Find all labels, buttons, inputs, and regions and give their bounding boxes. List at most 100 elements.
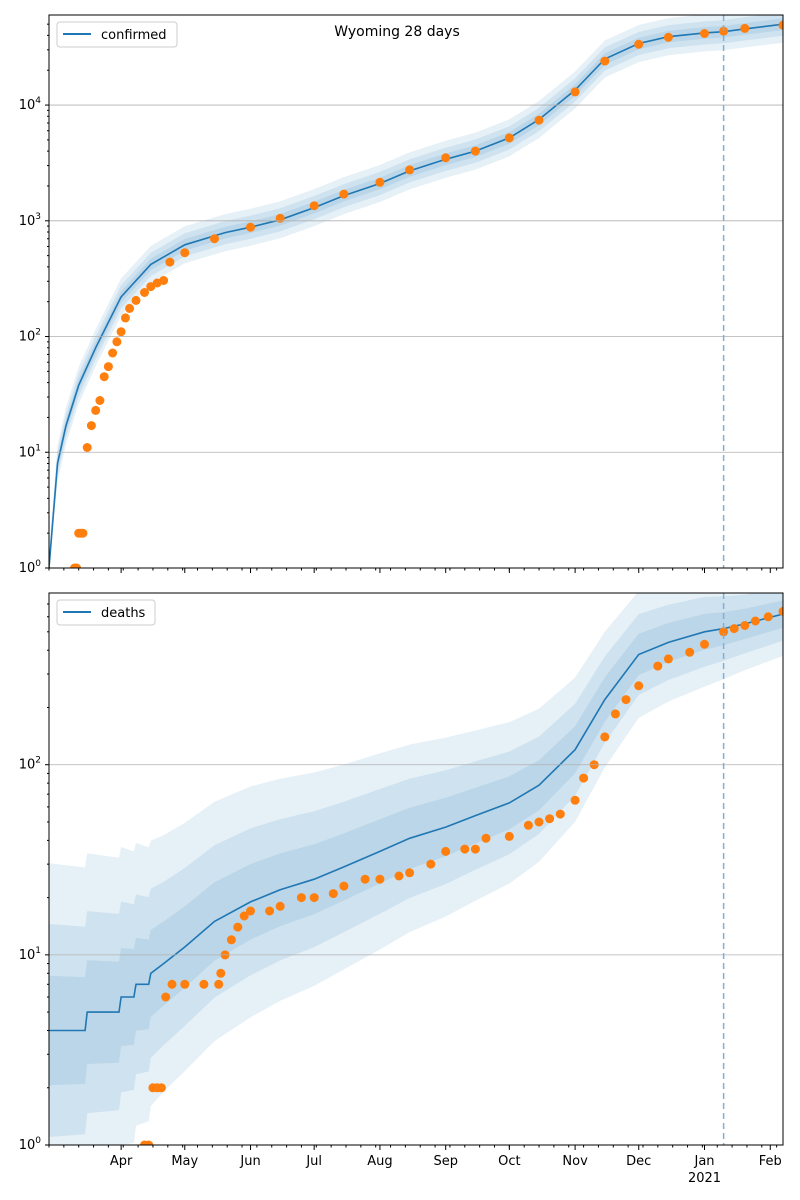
uncertainty-band bbox=[49, 593, 783, 1137]
observed-point bbox=[375, 874, 385, 884]
observed-point bbox=[360, 874, 370, 884]
plot-area bbox=[49, 593, 783, 1145]
observed-point bbox=[99, 372, 109, 382]
observed-point bbox=[634, 39, 644, 49]
legend: confirmed bbox=[56, 21, 178, 48]
observed-point bbox=[663, 654, 673, 664]
observed-point bbox=[460, 844, 470, 854]
observed-point bbox=[131, 295, 141, 305]
observed-point bbox=[165, 257, 175, 267]
uncertainty-band bbox=[49, 593, 783, 1145]
observed-point bbox=[309, 893, 319, 903]
observed-point bbox=[570, 795, 580, 805]
x-tick-label: Oct bbox=[498, 1154, 520, 1169]
observed-point bbox=[167, 979, 177, 989]
uncertainty-band bbox=[49, 600, 783, 1086]
y-tick-label: 102 bbox=[19, 756, 41, 773]
observed-point bbox=[116, 327, 126, 337]
observed-point bbox=[375, 177, 385, 187]
y-tick-label: 100 bbox=[19, 559, 42, 576]
observed-point bbox=[394, 871, 404, 881]
observed-point bbox=[328, 889, 338, 899]
observed-point bbox=[719, 26, 729, 36]
observed-point bbox=[309, 201, 319, 211]
observed-point bbox=[265, 906, 275, 916]
observed-point bbox=[405, 165, 415, 175]
y-tick-label: 104 bbox=[19, 96, 42, 113]
x-tick-label: Nov bbox=[562, 1154, 588, 1169]
y-tick-label: 103 bbox=[19, 212, 41, 229]
observed-point bbox=[555, 809, 565, 819]
observed-point bbox=[534, 817, 544, 827]
observed-point bbox=[210, 234, 219, 244]
observed-point bbox=[156, 1083, 166, 1093]
observed-point bbox=[481, 833, 491, 843]
observed-point bbox=[144, 1140, 154, 1145]
observed-point bbox=[778, 606, 783, 616]
observed-point bbox=[233, 922, 243, 932]
chart-title: Wyoming 28 days bbox=[334, 24, 460, 40]
observed-point bbox=[470, 844, 480, 854]
observed-point bbox=[729, 624, 739, 634]
observed-point bbox=[545, 814, 555, 824]
observed-point bbox=[600, 732, 610, 742]
observed-point bbox=[700, 29, 709, 38]
observed-point bbox=[685, 647, 695, 657]
observed-point bbox=[523, 820, 533, 830]
x-axis-labels: Apr May Jun Jul Aug Sep Oct Nov Dec Jan Feb 2021 bbox=[110, 1154, 782, 1186]
legend-box bbox=[56, 21, 178, 48]
observed-point bbox=[246, 906, 255, 916]
observed-point bbox=[405, 868, 415, 878]
observed-point bbox=[78, 528, 88, 538]
x-tick-label: Jan bbox=[693, 1154, 714, 1169]
observed-point bbox=[82, 443, 92, 452]
x-tick-label: Aug bbox=[367, 1154, 392, 1169]
x-year-label: 2021 bbox=[688, 1171, 721, 1186]
observed-point bbox=[740, 621, 750, 630]
observed-point bbox=[216, 968, 226, 978]
observed-point bbox=[125, 303, 135, 313]
observed-point bbox=[504, 831, 514, 841]
observed-point bbox=[180, 248, 190, 258]
observed-point bbox=[112, 337, 122, 347]
legend-label: deaths bbox=[101, 606, 146, 621]
observed-point bbox=[108, 348, 118, 358]
observed-point bbox=[86, 421, 96, 431]
observed-point bbox=[339, 189, 349, 199]
observed-point bbox=[120, 313, 130, 323]
x-tick-label: May bbox=[171, 1154, 198, 1169]
observed-point bbox=[226, 935, 236, 945]
observed-point bbox=[750, 616, 760, 626]
observed-point bbox=[91, 405, 101, 415]
confirmed-panel: Wyoming 28 days 100 101 102 103 104 confirmed bbox=[19, 14, 784, 576]
observed-point bbox=[740, 23, 750, 33]
observed-point bbox=[579, 773, 589, 783]
observed-point bbox=[600, 56, 610, 66]
observed-point bbox=[719, 627, 729, 637]
legend-label: confirmed bbox=[101, 28, 167, 43]
x-tick-label: Sep bbox=[433, 1154, 458, 1169]
observed-point bbox=[534, 115, 544, 125]
observed-point bbox=[504, 133, 514, 143]
observed-point bbox=[470, 146, 480, 156]
observed-point bbox=[239, 911, 249, 921]
deaths-panel: 100 101 102 deaths bbox=[19, 592, 784, 1153]
observed-point bbox=[778, 20, 783, 30]
observed-point bbox=[180, 979, 190, 989]
x-tick-label: Jun bbox=[239, 1154, 260, 1169]
model-line bbox=[49, 23, 783, 568]
y-tick-label: 101 bbox=[19, 443, 41, 460]
observed-point bbox=[426, 859, 436, 869]
observed-point bbox=[339, 881, 349, 891]
y-tick-label: 100 bbox=[19, 1136, 42, 1153]
observed-point bbox=[296, 893, 306, 903]
y-tick-label: 101 bbox=[19, 946, 41, 963]
x-tick-label: Apr bbox=[110, 1154, 133, 1169]
observed-point bbox=[199, 979, 209, 989]
observed-point bbox=[441, 153, 451, 163]
x-tick-label: Jul bbox=[305, 1154, 322, 1169]
observed-point bbox=[246, 222, 255, 232]
observed-point bbox=[700, 639, 709, 649]
model-line bbox=[49, 613, 783, 1032]
